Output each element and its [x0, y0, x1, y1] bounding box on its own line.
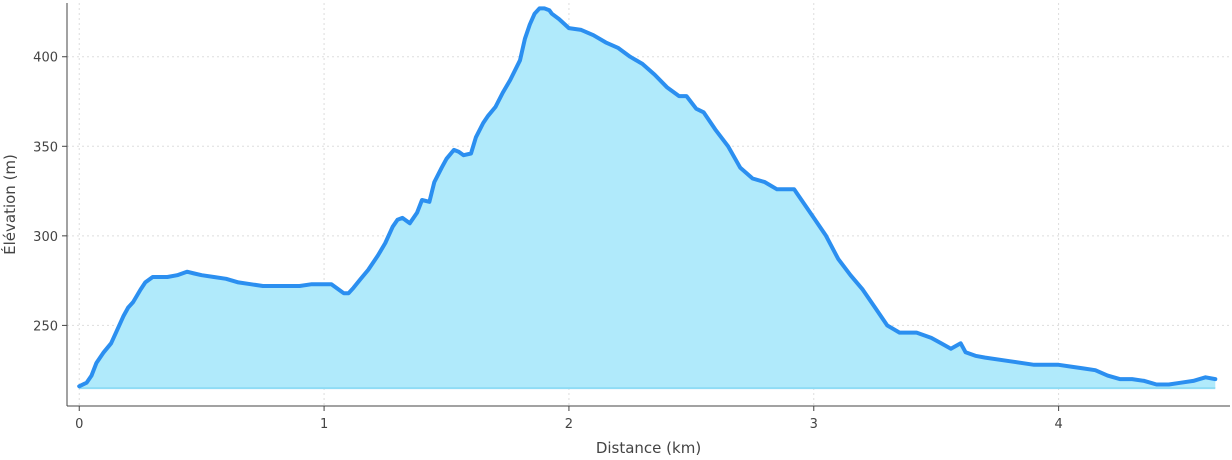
elevation-area-fill [79, 8, 1216, 389]
axes [66, 3, 1230, 407]
y-tick-label: 350 [33, 140, 58, 155]
x-tick-label: 4 [1054, 417, 1062, 432]
plot-area [77, 6, 1218, 390]
y-axis-ticks: 250 300 350 400 [33, 51, 67, 334]
y-tick-label: 300 [33, 230, 58, 245]
x-tick-label: 2 [565, 417, 573, 432]
x-axis-label: Distance (km) [596, 439, 701, 457]
y-tick-label: 250 [33, 319, 58, 334]
x-axis-ticks: 0 1 2 3 4 [75, 406, 1063, 432]
x-tick-label: 1 [320, 417, 328, 432]
x-tick-label: 0 [75, 417, 83, 432]
elevation-line [77, 6, 1218, 389]
y-axis-label: Élévation (m) [0, 154, 19, 255]
x-tick-label: 3 [810, 417, 818, 432]
y-tick-label: 400 [33, 51, 58, 66]
